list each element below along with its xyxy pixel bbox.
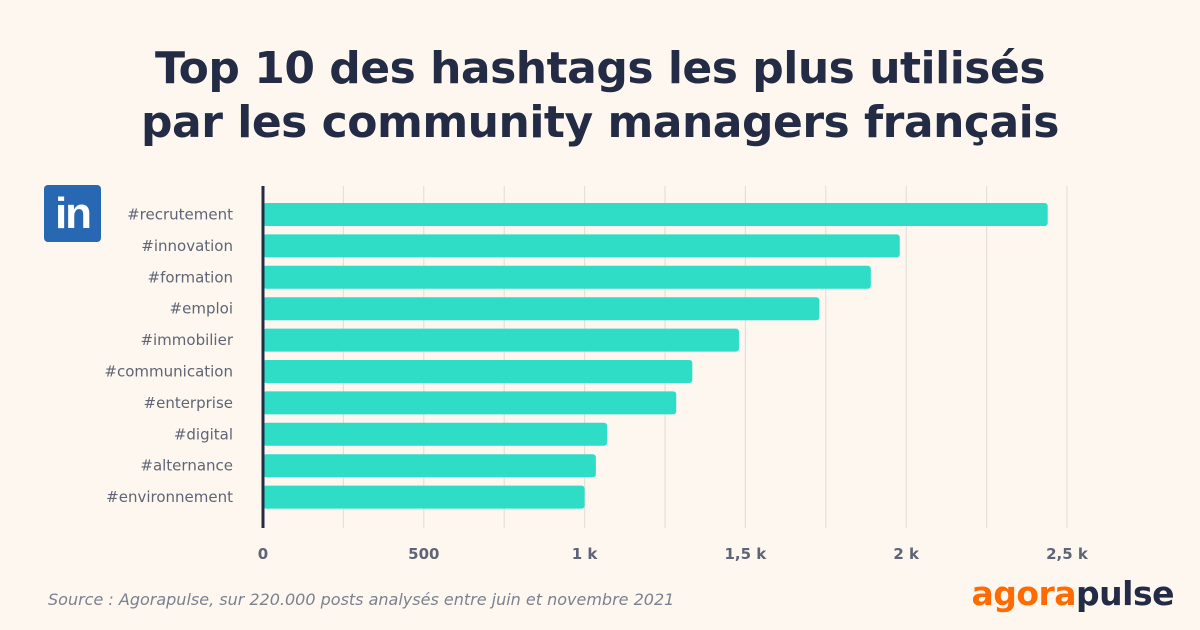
x-tick-label: 2,5 k: [1046, 545, 1089, 563]
x-tick-label: 2 k: [893, 545, 920, 563]
linkedin-logo-text: in: [54, 189, 92, 238]
category-label: #environnement: [106, 488, 233, 506]
chart-title-line-1: Top 10 des hashtags les plus utilisés: [154, 43, 1046, 94]
chart-title-line-2: par les community managers français: [141, 97, 1059, 148]
bar: [263, 454, 596, 478]
bar: [263, 203, 1048, 226]
category-label: #immobilier: [140, 331, 233, 349]
category-label: #emploi: [170, 300, 233, 318]
bar: [263, 360, 693, 383]
linkedin-icon: in: [44, 185, 101, 242]
x-tick-label: 500: [408, 545, 439, 563]
bar: [263, 391, 677, 415]
category-label: #enterprise: [144, 394, 233, 412]
bar: [263, 234, 900, 258]
bar: [263, 422, 608, 446]
category-label: #alternance: [140, 457, 233, 475]
category-label: #communication: [104, 363, 233, 381]
brand-part-1: agora: [971, 574, 1077, 613]
x-tick-label: 0: [258, 545, 268, 563]
category-label: #digital: [174, 425, 233, 443]
category-label: #recrutement: [127, 206, 233, 224]
bar: [263, 485, 585, 509]
source-note: Source : Agorapulse, sur 220.000 posts a…: [48, 590, 675, 609]
bar: [263, 265, 871, 289]
category-label: #formation: [148, 268, 233, 286]
brand-part-2: pulse: [1076, 574, 1174, 613]
agorapulse-logo: agorapulse: [971, 574, 1174, 613]
bar: [263, 328, 739, 352]
category-label: #innovation: [141, 237, 233, 255]
chart-title: Top 10 des hashtags les plus utilisés pa…: [0, 42, 1200, 150]
x-tick-label: 1,5 k: [725, 545, 768, 563]
x-tick-label: 1 k: [572, 545, 599, 563]
bar: [263, 297, 820, 321]
